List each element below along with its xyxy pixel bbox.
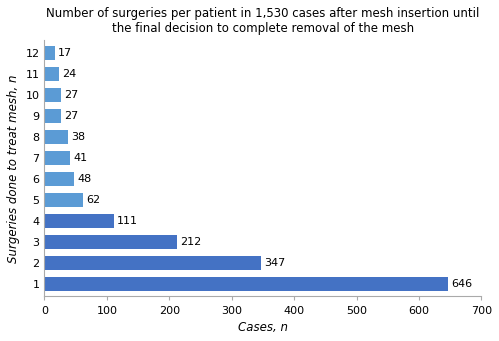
Text: 212: 212 — [180, 237, 201, 247]
Text: 17: 17 — [58, 48, 72, 58]
Bar — [44, 256, 261, 270]
Text: 27: 27 — [64, 90, 79, 100]
Bar — [44, 67, 59, 81]
Bar — [44, 130, 68, 144]
Bar — [44, 277, 448, 291]
X-axis label: Cases, n: Cases, n — [238, 321, 288, 334]
Text: 347: 347 — [264, 258, 285, 268]
Text: 27: 27 — [64, 111, 79, 121]
Bar — [44, 46, 55, 60]
Text: 38: 38 — [71, 132, 85, 142]
Text: 62: 62 — [86, 195, 100, 205]
Y-axis label: Surgeries done to treat mesh, n: Surgeries done to treat mesh, n — [7, 74, 20, 263]
Bar — [44, 235, 177, 249]
Title: Number of surgeries per patient in 1,530 cases after mesh insertion until
the fi: Number of surgeries per patient in 1,530… — [46, 7, 480, 35]
Bar — [44, 172, 74, 186]
Bar — [44, 151, 70, 165]
Bar — [44, 109, 61, 123]
Text: 111: 111 — [117, 216, 138, 226]
Bar — [44, 193, 83, 207]
Bar — [44, 88, 61, 102]
Text: 646: 646 — [451, 279, 472, 289]
Text: 24: 24 — [62, 69, 77, 79]
Text: 48: 48 — [77, 174, 92, 184]
Bar — [44, 214, 114, 228]
Text: 41: 41 — [73, 153, 87, 163]
